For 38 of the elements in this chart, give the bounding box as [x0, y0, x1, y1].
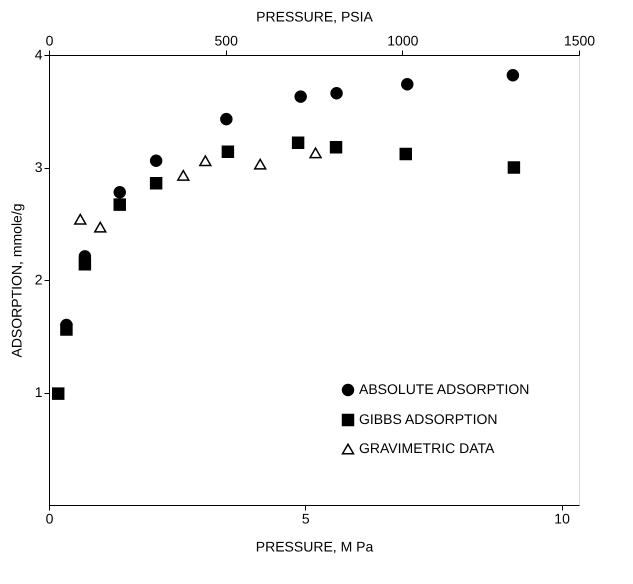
point	[400, 148, 412, 160]
point	[52, 387, 64, 400]
point	[177, 170, 190, 181]
x2-axis-title: PRESSURE, PSIA	[256, 8, 374, 24]
point	[330, 141, 342, 154]
x2-tick-label: 1500	[564, 32, 596, 48]
point	[222, 146, 234, 158]
point	[294, 90, 307, 103]
legend-label: ABSOLUTE ADSORPTION	[359, 381, 530, 397]
point	[150, 154, 162, 167]
point	[199, 155, 212, 166]
y-axis-title: ADSORPTION, mmole/g	[8, 203, 25, 358]
point	[330, 87, 343, 100]
point	[220, 112, 233, 126]
point	[506, 69, 520, 82]
x-tick-label: 5	[302, 510, 310, 526]
x2-tick-label: 500	[214, 32, 238, 48]
point	[74, 214, 86, 225]
y-tick-label: 4	[34, 46, 43, 62]
legend-label: GRAVIMETRIC DATA	[359, 440, 495, 456]
y-tick-label: 2	[34, 272, 43, 288]
point	[292, 136, 304, 149]
x-tick-label: 0	[46, 510, 54, 526]
x2-tick-label: 0	[46, 32, 54, 48]
y-tick-label: 1	[34, 384, 43, 400]
point	[114, 186, 126, 198]
x-tick-label: 10	[554, 510, 570, 526]
point	[150, 177, 162, 190]
legend-label: GIBBS ADSORPTION	[359, 411, 498, 427]
y-tick-label: 3	[34, 159, 43, 175]
point	[309, 147, 322, 158]
point	[254, 158, 266, 170]
point	[401, 78, 414, 90]
point	[508, 161, 520, 174]
point	[94, 222, 106, 233]
x2-tick-label: 1000	[387, 32, 419, 48]
x-axis-title: PRESSURE, M Pa	[256, 538, 374, 554]
point	[114, 198, 126, 211]
